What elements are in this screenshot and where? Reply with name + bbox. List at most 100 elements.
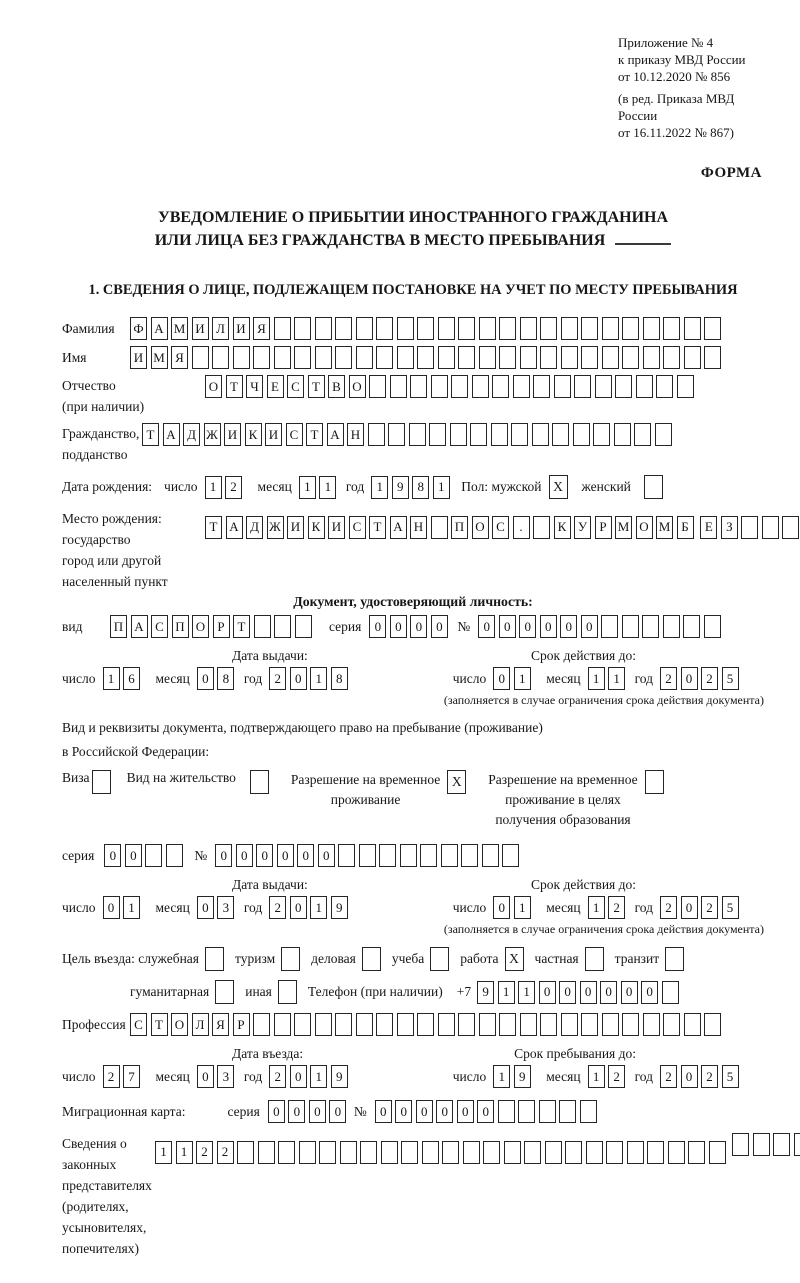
char-cell[interactable] [519, 1013, 537, 1036]
char-cell[interactable]: 2 [225, 475, 243, 499]
char-cell[interactable] [663, 1013, 680, 1036]
char-cell[interactable] [642, 615, 660, 638]
char-cell[interactable]: С [492, 515, 509, 539]
char-cell[interactable]: 0 [297, 844, 315, 867]
char-cell[interactable]: А [389, 515, 407, 539]
char-cell[interactable]: Т [225, 375, 243, 398]
char-cell[interactable] [396, 1013, 414, 1036]
char-cell[interactable]: 1 [204, 475, 222, 499]
char-cell[interactable]: 0 [519, 615, 537, 638]
char-cell[interactable]: 0 [579, 980, 597, 1004]
char-cell[interactable] [449, 423, 467, 446]
char-cell[interactable] [396, 346, 414, 369]
char-cell[interactable]: 0 [374, 1100, 392, 1123]
char-cell[interactable]: 0 [196, 667, 214, 690]
char-cell[interactable] [253, 346, 270, 369]
char-cell[interactable]: Т [369, 515, 386, 539]
char-cell[interactable]: 0 [196, 1065, 214, 1088]
char-cell[interactable]: Ж [203, 423, 221, 446]
char-cell[interactable]: 0 [539, 615, 557, 638]
char-cell[interactable]: 0 [267, 1100, 285, 1123]
char-cell[interactable]: 5 [721, 1065, 739, 1088]
char-cell[interactable] [704, 1013, 721, 1036]
char-cell[interactable]: И [130, 346, 147, 369]
char-cell[interactable] [278, 1140, 295, 1164]
char-cell[interactable]: 2 [660, 667, 677, 690]
purpose-private-checkbox[interactable] [584, 947, 604, 971]
char-cell[interactable] [654, 423, 672, 446]
char-cell[interactable] [421, 1140, 439, 1164]
char-cell[interactable]: 0 [235, 844, 253, 867]
char-cell[interactable]: У [574, 515, 591, 539]
char-cell[interactable] [399, 844, 417, 867]
char-cell[interactable] [298, 1140, 316, 1164]
char-cell[interactable]: Л [191, 1013, 209, 1036]
char-cell[interactable] [621, 615, 639, 638]
char-cell[interactable]: 0 [389, 615, 407, 638]
char-cell[interactable] [511, 423, 528, 446]
char-cell[interactable] [499, 1013, 516, 1036]
purpose-other-checkbox[interactable] [277, 980, 297, 1004]
char-cell[interactable]: 0 [538, 980, 556, 1004]
char-cell[interactable]: 0 [395, 1100, 413, 1123]
char-cell[interactable] [540, 317, 557, 340]
char-cell[interactable] [410, 375, 427, 398]
char-cell[interactable] [470, 423, 487, 446]
char-cell[interactable] [782, 515, 800, 539]
char-cell[interactable] [565, 1140, 582, 1164]
sex-female-checkbox[interactable] [643, 475, 663, 499]
char-cell[interactable] [274, 615, 291, 638]
char-cell[interactable]: Я [212, 1013, 229, 1036]
char-cell[interactable] [581, 317, 598, 340]
char-cell[interactable] [544, 1140, 562, 1164]
char-cell[interactable] [294, 346, 311, 369]
char-cell[interactable]: 0 [493, 667, 511, 690]
char-cell[interactable] [294, 317, 311, 340]
char-cell[interactable]: Т [205, 515, 222, 539]
char-cell[interactable]: О [205, 375, 222, 398]
char-cell[interactable] [253, 1013, 270, 1036]
char-cell[interactable] [478, 1013, 496, 1036]
char-cell[interactable]: А [130, 615, 148, 638]
char-cell[interactable]: 1 [298, 475, 316, 499]
char-cell[interactable]: 6 [123, 667, 140, 690]
char-cell[interactable] [519, 346, 537, 369]
char-cell[interactable]: О [635, 515, 653, 539]
char-cell[interactable]: Р [594, 515, 612, 539]
char-cell[interactable] [401, 1140, 418, 1164]
char-cell[interactable] [615, 375, 632, 398]
char-cell[interactable] [417, 346, 434, 369]
char-cell[interactable]: 1 [493, 1065, 511, 1088]
char-cell[interactable]: 1 [513, 667, 531, 690]
char-cell[interactable] [440, 844, 458, 867]
char-cell[interactable] [294, 615, 312, 638]
char-cell[interactable] [408, 423, 426, 446]
char-cell[interactable] [339, 1140, 357, 1164]
char-cell[interactable] [683, 317, 701, 340]
char-cell[interactable]: 3 [217, 896, 235, 919]
char-cell[interactable] [335, 1013, 352, 1036]
char-cell[interactable] [458, 1013, 475, 1036]
char-cell[interactable] [319, 1140, 336, 1164]
purpose-tourism-checkbox[interactable] [281, 947, 301, 971]
char-cell[interactable] [437, 317, 455, 340]
char-cell[interactable] [773, 1133, 791, 1156]
char-cell[interactable]: 2 [660, 1065, 677, 1088]
char-cell[interactable] [688, 1140, 705, 1164]
char-cell[interactable]: Д [246, 515, 263, 539]
char-cell[interactable]: А [326, 423, 344, 446]
char-cell[interactable]: Р [212, 615, 230, 638]
char-cell[interactable] [626, 1140, 644, 1164]
char-cell[interactable]: 7 [123, 1065, 140, 1088]
char-cell[interactable]: 0 [477, 1100, 495, 1123]
